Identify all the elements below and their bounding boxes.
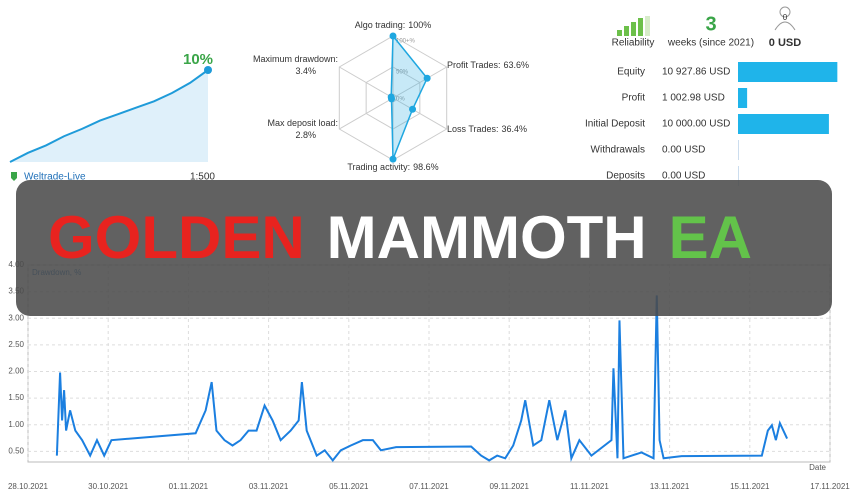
banner-title: GOLDEN MAMMOTH EA <box>48 204 752 271</box>
x-tick-label: 30.10.2021 <box>88 482 129 491</box>
subscribers: 0 <box>783 13 788 22</box>
banner <box>16 180 832 316</box>
bar <box>738 88 748 108</box>
x-tick-label: 07.11.2021 <box>409 482 449 491</box>
metric-label: Initial Deposit <box>585 119 645 130</box>
radar-category: Max deposit load: <box>267 118 338 128</box>
radar-point <box>389 32 397 40</box>
metric-label: Profit <box>622 93 646 104</box>
radar-value: 63.6% <box>504 60 530 70</box>
radar-category: Maximum drawdown: <box>253 54 338 64</box>
x-tick-label: 15.11.2021 <box>730 482 770 491</box>
metric-value: 10 927.86 USD <box>662 67 730 78</box>
x-axis-label: Date <box>809 463 826 472</box>
radar-spoke <box>339 97 394 130</box>
radar-category: Loss Trades: <box>447 124 499 134</box>
broker: Weltrade-Live <box>24 172 86 183</box>
radar-spoke <box>392 97 447 130</box>
x-tick-label: 05.11.2021 <box>329 482 369 491</box>
radar-spoke <box>339 66 394 99</box>
radar-category: Trading activity: <box>347 162 410 172</box>
radar-point <box>409 105 417 113</box>
weeks-label: weeks (since 2021) <box>667 38 754 49</box>
metric-label: Deposits <box>606 171 645 182</box>
leverage: 1:500 <box>190 172 215 183</box>
y-tick-label: 3.00 <box>8 313 24 322</box>
radar-point <box>387 93 395 101</box>
x-tick-label: 01.11.2021 <box>169 482 209 491</box>
radar-point <box>423 74 431 82</box>
radar-label: Loss Trades: 36.4% <box>447 124 527 134</box>
radar-tick-label: 100+% <box>396 39 416 45</box>
bar <box>738 140 739 160</box>
radar-tick-label: 50% <box>396 70 409 76</box>
end-point <box>204 66 212 74</box>
metric-value: 1 002.98 USD <box>662 93 725 104</box>
x-tick-label: 11.11.2021 <box>570 482 609 491</box>
radar-value: 36.4% <box>502 124 528 134</box>
radar-spoke <box>392 66 447 99</box>
radar-label: Trading activity: 98.6% <box>347 162 438 172</box>
bar <box>738 166 739 186</box>
metric-value: 10 000.00 USD <box>662 119 730 130</box>
radar-label: Algo trading: 100% <box>355 20 432 30</box>
metric-value: 0.00 USD <box>662 145 705 156</box>
verified-icon <box>11 172 17 181</box>
x-tick-label: 17.11.2021 <box>810 482 850 491</box>
radar-value: 98.6% <box>413 162 439 172</box>
radar-category: Algo trading: <box>355 20 406 30</box>
banner-word: EA <box>669 204 752 271</box>
x-tick-label: 28.10.2021 <box>8 482 49 491</box>
x-tick-label: 09.11.2021 <box>489 482 529 491</box>
radar-tick-label: 0% <box>396 97 405 103</box>
radar-point <box>389 155 397 163</box>
bar <box>738 114 829 134</box>
banner-word: MAMMOTH <box>327 204 647 271</box>
x-tick-label: 03.11.2021 <box>249 482 289 491</box>
radar-label: Profit Trades: 63.6% <box>447 60 529 70</box>
radar-label: Max deposit load: 2.8% <box>267 118 338 140</box>
y-tick-label: 0.50 <box>8 446 24 455</box>
radar-value: 100% <box>408 20 431 30</box>
line <box>9 69 209 163</box>
radar-value: 2.8% <box>295 130 316 140</box>
drawdown-line <box>55 295 788 463</box>
end-label: 10% <box>183 51 213 68</box>
bar <box>738 62 838 82</box>
radar-value: 3.4% <box>295 66 316 76</box>
subscribers-value: 0 USD <box>769 37 801 49</box>
weeks: 3 <box>705 13 716 35</box>
metric-label: Withdrawals <box>591 145 645 156</box>
metric-value: 0.00 USD <box>662 171 705 182</box>
radar-area <box>390 33 429 160</box>
reliability-label: Reliability <box>612 38 655 49</box>
banner-word: GOLDEN <box>48 204 305 271</box>
radar-category: Profit Trades: <box>447 60 501 70</box>
y-tick-label: 2.00 <box>8 367 24 376</box>
x-tick-label: 13.11.2021 <box>650 482 690 491</box>
radar-label: Maximum drawdown: 3.4% <box>253 54 338 76</box>
subscribers-icon <box>774 6 796 31</box>
y-tick-label: 1.50 <box>8 393 24 402</box>
reliability-icon <box>617 16 650 36</box>
y-tick-label: 1.00 <box>8 420 24 429</box>
metric-label: Equity <box>617 67 645 78</box>
y-tick-label: 2.50 <box>8 340 24 349</box>
